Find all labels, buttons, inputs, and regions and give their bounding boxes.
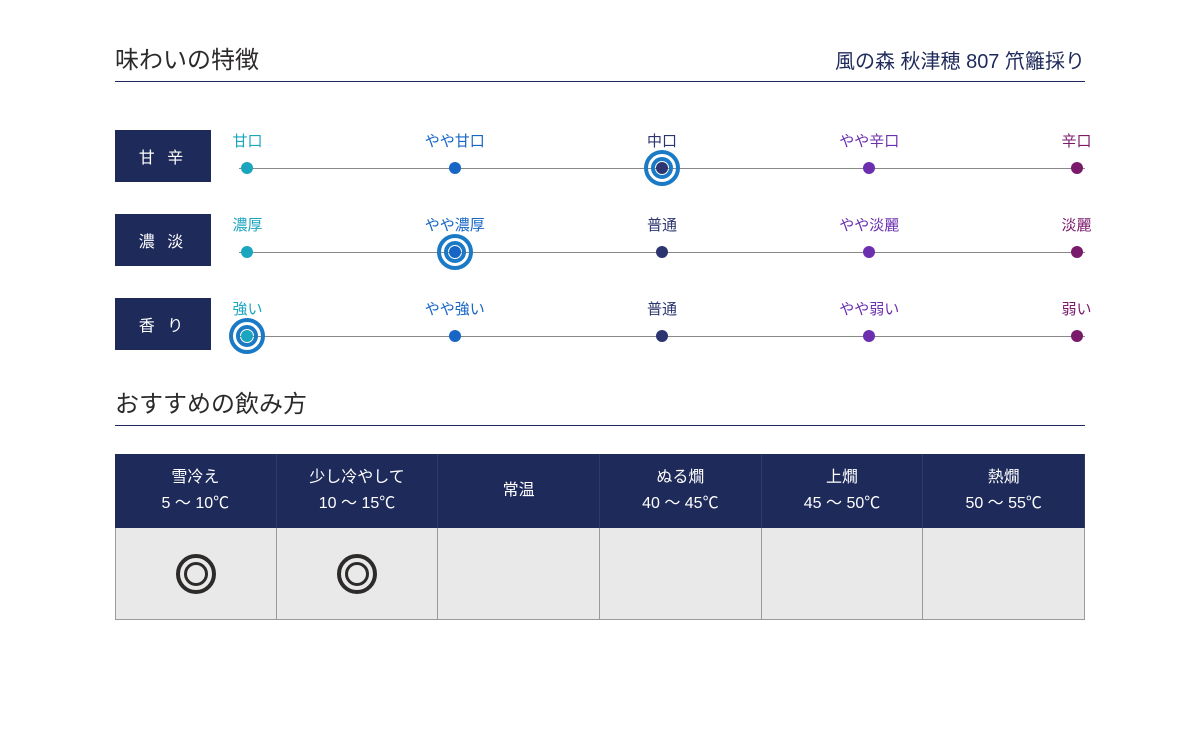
temperature-range: 45 ～ 50℃ [804,491,881,517]
axis-row: 香 り強いやや強い普通やや弱い弱い [115,278,1085,350]
axis-tick-dot [656,246,668,258]
axis-tick: 普通 [602,298,722,325]
axis-tick-dot [449,330,461,342]
temperature-column: 上燗45 ～ 50℃ [762,454,924,620]
axis-tick-label: やや淡麗 [809,214,929,235]
axis-tick: 淡麗 [1017,214,1137,241]
temperature-table: 雪冷え5 ～ 10℃少し冷やして10 ～ 15℃常温ぬる燗40 ～ 45℃上燗4… [115,454,1085,620]
temperature-cell [762,528,924,620]
axis-tick: やや強い [395,298,515,325]
axis-tick-dot [241,162,253,174]
temperature-column: 少し冷やして10 ～ 15℃ [277,454,439,620]
temperature-range: 5 ～ 10℃ [162,491,230,517]
temperature-name: 少し冷やして [309,465,405,491]
temperature-cell [115,528,277,620]
axis-tick: 弱い [1017,298,1137,325]
temperature-header: 上燗45 ～ 50℃ [762,454,924,528]
axis-tick-dot [1071,246,1083,258]
temperature-range: 10 ～ 15℃ [319,491,396,517]
axis-tick-dot [241,246,253,258]
temperature-name: 上燗 [826,465,858,491]
recommended-icon-inner [345,562,369,586]
temperature-name: ぬる燗 [656,465,704,491]
selected-indicator-ring [651,157,673,179]
taste-header: 味わいの特徴 風の森 秋津穂 807 笊籬採り [115,40,1085,82]
axis-tick: やや辛口 [809,130,929,157]
product-name: 風の森 秋津穂 807 笊籬採り [835,45,1085,74]
temperature-header: 常温 [438,454,600,528]
temperature-column: 常温 [438,454,600,620]
axis-row: 濃 淡濃厚やや濃厚普通やや淡麗淡麗 [115,194,1085,266]
axis-row: 甘 辛甘口やや甘口中口やや辛口辛口 [115,110,1085,182]
temperature-cell [600,528,762,620]
axis-tick: やや淡麗 [809,214,929,241]
temperature-name: 熱燗 [988,465,1020,491]
temperature-header: 少し冷やして10 ～ 15℃ [277,454,439,528]
axis-track: 強いやや強い普通やや弱い弱い [239,298,1085,350]
temperature-header: ぬる燗40 ～ 45℃ [600,454,762,528]
temperature-header: 雪冷え5 ～ 10℃ [115,454,277,528]
serving-header: おすすめの飲み方 [115,384,1085,426]
axis-tick-label: やや強い [395,298,515,319]
axis-tick-dot [656,330,668,342]
axis-tick-label: 濃厚 [187,214,307,235]
axis-track: 濃厚やや濃厚普通やや淡麗淡麗 [239,214,1085,266]
temperature-cell [438,528,600,620]
selected-indicator-ring [444,241,466,263]
axis-tick-label: やや甘口 [395,130,515,151]
section-title-taste: 味わいの特徴 [115,40,259,75]
temperature-range: 50 ～ 55℃ [965,491,1042,517]
recommended-icon [176,554,216,594]
selected-indicator-ring [236,325,258,347]
axis-tick-label: 中口 [602,130,722,151]
axis-tick: 普通 [602,214,722,241]
temperature-name: 常温 [503,478,535,504]
axis-tick: 甘口 [187,130,307,157]
temperature-cell [277,528,439,620]
axis-tick-label: 弱い [1017,298,1137,319]
axis-tick-dot [449,162,461,174]
axis-tick-dot [1071,330,1083,342]
axis-tick-label: 普通 [602,214,722,235]
section-title-serving: おすすめの飲み方 [115,384,307,419]
taste-axes: 甘 辛甘口やや甘口中口やや辛口辛口濃 淡濃厚やや濃厚普通やや淡麗淡麗香 り強いや… [115,110,1085,350]
axis-tick-dot [1071,162,1083,174]
axis-tick: 濃厚 [187,214,307,241]
axis-tick-label: 普通 [602,298,722,319]
temperature-header: 熱燗50 ～ 55℃ [923,454,1085,528]
axis-tick: やや甘口 [395,130,515,157]
axis-tick-dot [863,246,875,258]
axis-tick-label: 淡麗 [1017,214,1137,235]
axis-tick-dot [863,162,875,174]
axis-tick-label: やや辛口 [809,130,929,151]
recommended-icon [337,554,377,594]
axis-tick: やや弱い [809,298,929,325]
axis-track: 甘口やや甘口中口やや辛口辛口 [239,130,1085,182]
axis-tick-label: 辛口 [1017,130,1137,151]
temperature-cell [923,528,1085,620]
axis-tick: 辛口 [1017,130,1137,157]
recommended-icon-inner [184,562,208,586]
axis-tick-label: やや濃厚 [395,214,515,235]
axis-tick-dot [863,330,875,342]
axis-tick-label: 甘口 [187,130,307,151]
temperature-column: ぬる燗40 ～ 45℃ [600,454,762,620]
axis-tick-label: 強い [187,298,307,319]
temperature-name: 雪冷え [171,465,219,491]
temperature-column: 雪冷え5 ～ 10℃ [115,454,277,620]
axis-tick-label: やや弱い [809,298,929,319]
temperature-range: 40 ～ 45℃ [642,491,719,517]
temperature-column: 熱燗50 ～ 55℃ [923,454,1085,620]
